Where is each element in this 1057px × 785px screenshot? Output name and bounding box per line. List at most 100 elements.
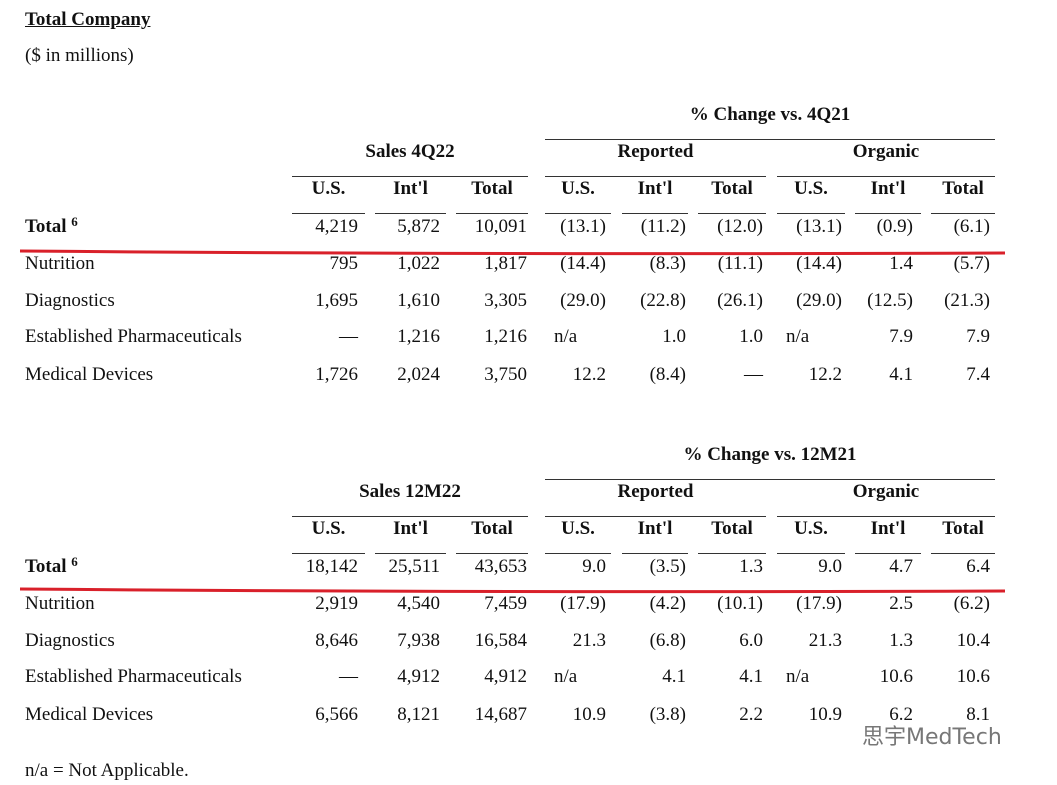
- cell: (6.2): [953, 593, 990, 614]
- cell: (14.4): [796, 253, 842, 274]
- row-label: Medical Devices: [25, 703, 153, 727]
- column-header: Total: [711, 518, 753, 539]
- cell: 21.3: [808, 630, 842, 651]
- cell: 10.4: [956, 630, 990, 651]
- cell: 9.0: [818, 556, 842, 577]
- cell: (26.1): [717, 290, 763, 311]
- rule: [545, 516, 766, 517]
- rule: [931, 213, 995, 214]
- organic-header: Organic: [852, 141, 920, 162]
- cell: (8.3): [649, 253, 686, 274]
- cell: 7.9: [889, 326, 913, 347]
- cell: —: [339, 666, 358, 687]
- rule: [545, 139, 995, 140]
- rule: [375, 553, 446, 554]
- rule: [855, 213, 921, 214]
- rule: [292, 176, 528, 177]
- cell: (3.8): [649, 704, 686, 725]
- cell: 7.9: [966, 326, 990, 347]
- column-header: Int'l: [637, 518, 673, 539]
- cell: 14,687: [474, 704, 527, 725]
- cell: (6.1): [953, 216, 990, 237]
- cell: 8,121: [397, 704, 440, 725]
- rule: [622, 213, 688, 214]
- cell: 1,726: [315, 364, 358, 385]
- cell: n/a: [554, 666, 578, 687]
- cell: (11.1): [717, 253, 763, 274]
- cell: 1.4: [889, 253, 913, 274]
- column-header: Total: [711, 178, 753, 199]
- cell: n/a: [786, 666, 810, 687]
- column-header: Total: [942, 518, 984, 539]
- column-header: U.S.: [311, 518, 346, 539]
- rule: [545, 479, 995, 480]
- reported-header: Reported: [617, 481, 694, 502]
- column-header: Total: [942, 178, 984, 199]
- rule: [545, 176, 766, 177]
- cell: 3,750: [484, 364, 527, 385]
- cell: 1.0: [739, 326, 763, 347]
- label-text: Diagnostics: [25, 290, 115, 311]
- label-text: Medical Devices: [25, 704, 154, 725]
- rule: [777, 213, 845, 214]
- cell: 4,912: [397, 666, 440, 687]
- row-label: Established Pharmaceuticals: [25, 325, 242, 349]
- cell: 1,022: [397, 253, 440, 274]
- cell: 4,912: [484, 666, 527, 687]
- cell: 4,540: [397, 593, 440, 614]
- label-text: Nutrition: [25, 253, 95, 274]
- cell: 795: [329, 253, 359, 274]
- cell: (5.7): [953, 253, 990, 274]
- cell: 7,459: [484, 593, 527, 614]
- cell: 43,653: [474, 556, 527, 577]
- sales-header: Sales 12M22: [359, 481, 461, 502]
- footnote-ref: 6: [71, 554, 78, 569]
- rule: [698, 213, 766, 214]
- cell: (17.9): [560, 593, 606, 614]
- cell: 1,695: [315, 290, 358, 311]
- cell: 7,938: [397, 630, 440, 651]
- rule: [931, 553, 995, 554]
- change-header: % Change vs. 12M21: [683, 444, 857, 465]
- cell: 18,142: [305, 556, 358, 577]
- cell: (10.1): [717, 593, 763, 614]
- cell: 16,584: [474, 630, 527, 651]
- cell: n/a: [786, 326, 810, 347]
- cell: 1.3: [739, 556, 763, 577]
- cell: 10,091: [474, 216, 527, 237]
- cell: 10.9: [808, 704, 842, 725]
- cell: 6.0: [739, 630, 763, 651]
- column-header: Total: [471, 518, 513, 539]
- cell: —: [339, 326, 358, 347]
- rule: [777, 553, 845, 554]
- column-header: U.S.: [794, 518, 828, 539]
- row-label: Nutrition: [25, 592, 95, 616]
- label-text: Established Pharmaceuticals: [25, 326, 242, 347]
- cell: 1.0: [662, 326, 686, 347]
- rule: [777, 176, 995, 177]
- cell: 10.9: [572, 704, 606, 725]
- cell: 12.2: [808, 364, 842, 385]
- column-header: U.S.: [561, 518, 595, 539]
- change-header: % Change vs. 4Q21: [689, 104, 851, 125]
- column-header: Int'l: [870, 518, 906, 539]
- column-header: Int'l: [870, 178, 906, 199]
- cell: (11.2): [640, 216, 686, 237]
- cell: 6.4: [966, 556, 990, 577]
- cell: (29.0): [796, 290, 842, 311]
- cell: 3,305: [484, 290, 527, 311]
- cell: 1,610: [397, 290, 440, 311]
- cell: (13.1): [796, 216, 842, 237]
- cell: 2,024: [397, 364, 440, 385]
- rule: [698, 553, 766, 554]
- cell: (13.1): [560, 216, 606, 237]
- cell: (8.4): [649, 364, 686, 385]
- rule: [292, 516, 528, 517]
- label-text: Total: [25, 556, 67, 577]
- row-label: Established Pharmaceuticals: [25, 665, 242, 689]
- cell: 2,919: [315, 593, 358, 614]
- cell: 8.1: [966, 704, 990, 725]
- column-header: U.S.: [794, 178, 828, 199]
- cell: —: [744, 364, 763, 385]
- column-header: U.S.: [311, 178, 346, 199]
